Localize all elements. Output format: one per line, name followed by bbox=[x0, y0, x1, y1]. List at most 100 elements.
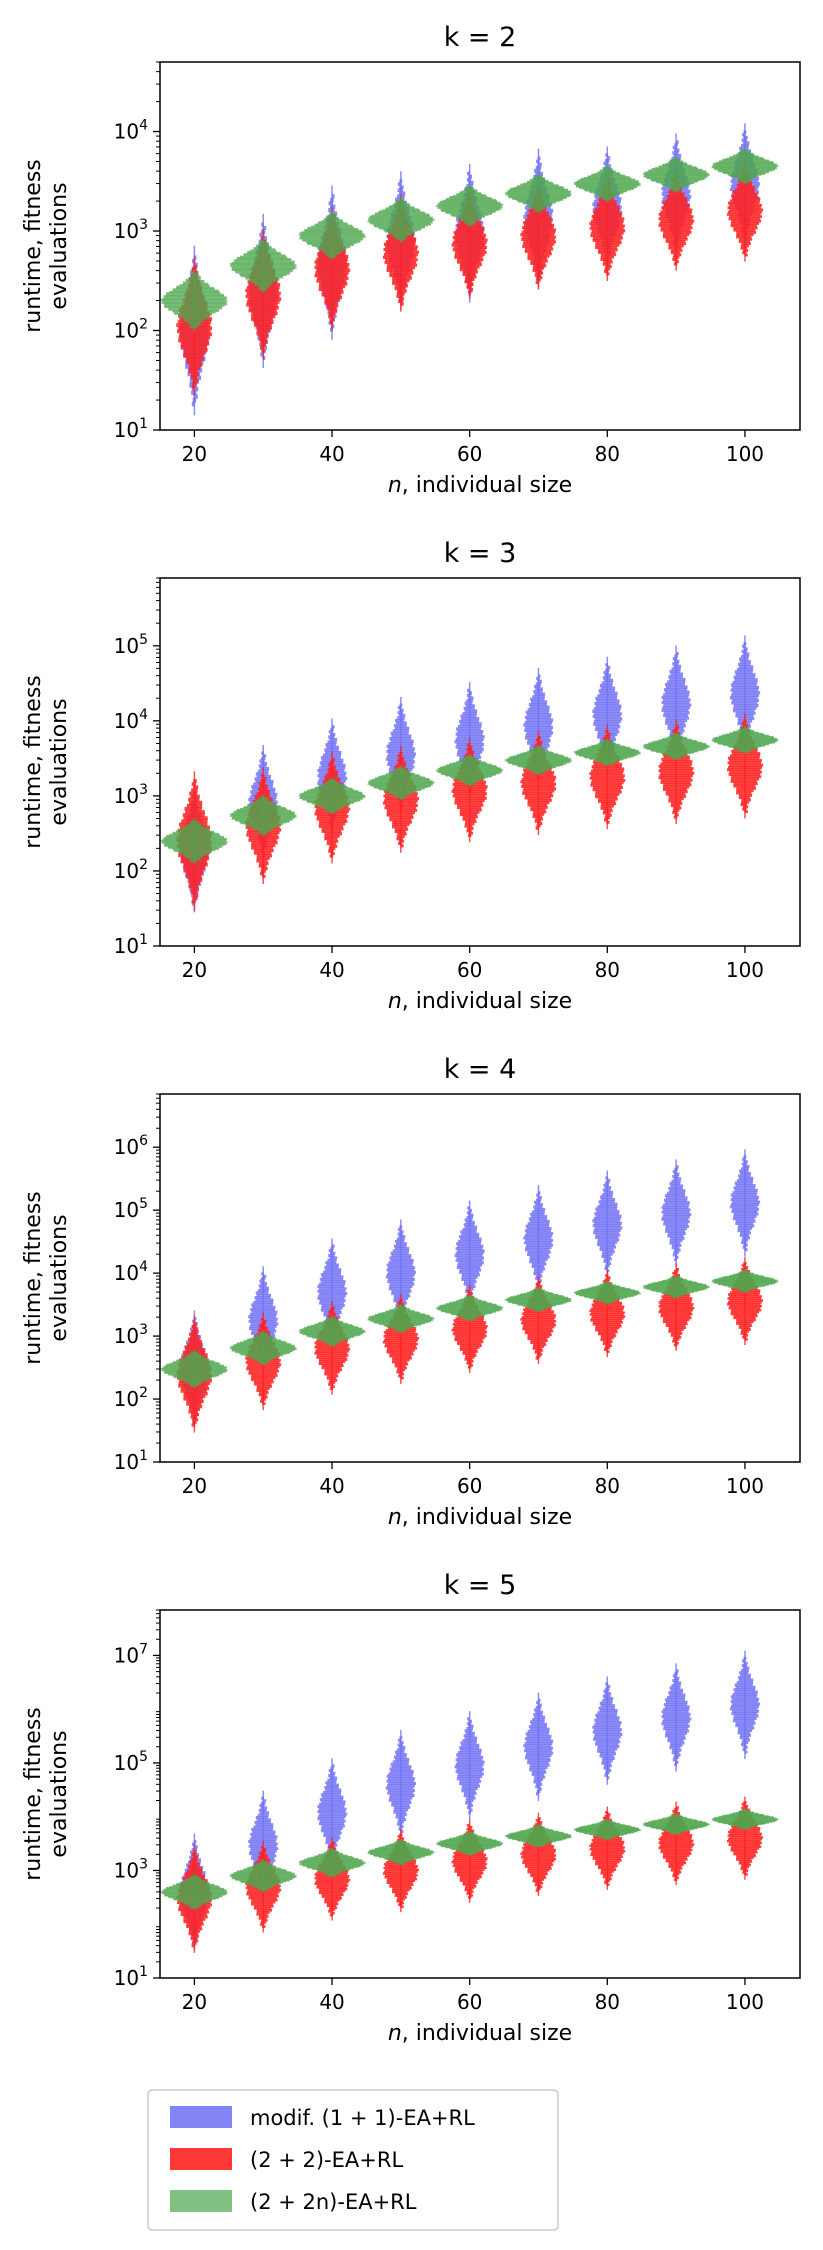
series-22n-ea bbox=[160, 147, 779, 332]
violin-mark bbox=[504, 173, 572, 214]
legend: modif. (1 + 1)-EA+RL (2 + 2)-EA+RL (2 + … bbox=[147, 2089, 559, 2231]
legend-label-22: (2 + 2)-EA+RL bbox=[250, 2148, 403, 2172]
plot-area bbox=[160, 1149, 779, 1433]
violin-mark bbox=[160, 817, 228, 865]
x-axis-label: n, individual size bbox=[388, 2021, 572, 2046]
x-tick-label: 40 bbox=[319, 1474, 344, 1498]
violin-mark bbox=[711, 725, 779, 754]
panel-k4: 20 40 60 80 100 101 102 103 104 105 106 k = 4 n, ind… bbox=[21, 1054, 801, 1530]
violin-mark bbox=[726, 159, 764, 262]
panel-title: k = 4 bbox=[444, 1054, 517, 1085]
x-axis-label: n, individual size bbox=[388, 473, 572, 498]
legend-label-modif: modif. (1 + 1)-EA+RL bbox=[250, 2106, 475, 2130]
violin-mark bbox=[298, 777, 366, 815]
violin-mark bbox=[229, 237, 297, 294]
series-22n-ea bbox=[160, 1269, 779, 1389]
violin-mark bbox=[711, 1808, 779, 1831]
legend-swatch-blue bbox=[170, 2106, 232, 2128]
y-tick-label: 104 bbox=[114, 707, 148, 733]
panel-k5: 20 40 60 80 100 101 103 105 107 k = 5 n, individua… bbox=[21, 1570, 801, 2046]
x-tick-label: 60 bbox=[457, 958, 482, 982]
violin-mark bbox=[523, 1692, 554, 1801]
violin-mark bbox=[454, 1711, 485, 1820]
x-tick-label: 20 bbox=[182, 1990, 207, 2014]
violin-mark bbox=[298, 210, 366, 261]
panel-title: k = 5 bbox=[444, 1570, 517, 1601]
y-tick-label: 103 bbox=[114, 1856, 148, 1882]
y-tick-label: 105 bbox=[114, 632, 148, 658]
violin-mark bbox=[317, 1758, 348, 1867]
violin-mark bbox=[298, 1315, 366, 1347]
violin-mark bbox=[504, 1286, 572, 1313]
y-tick-label: 103 bbox=[114, 217, 148, 243]
violin-mark bbox=[454, 1200, 485, 1308]
x-axis-label: n, individual size bbox=[388, 1505, 572, 1530]
panel-k2: 20 40 60 80 100 101 102 103 104 k = 2 n, individua… bbox=[21, 22, 801, 498]
violin-mark bbox=[504, 1824, 572, 1848]
x-tick-label: 60 bbox=[457, 1474, 482, 1498]
x-tick-label: 100 bbox=[726, 958, 764, 982]
y-tick-label: 107 bbox=[114, 1641, 148, 1667]
y-tick-label: 104 bbox=[114, 118, 148, 144]
violin-mark bbox=[229, 1330, 297, 1366]
axes-frame bbox=[159, 1093, 801, 1463]
y-axis-label: runtime, fitnessevaluations bbox=[21, 1707, 72, 1881]
legend-frame bbox=[147, 2089, 559, 2231]
violin-mark bbox=[229, 1859, 297, 1893]
axes-frame bbox=[159, 1609, 801, 1979]
violin-mark bbox=[367, 1838, 435, 1866]
x-tick-label: 80 bbox=[595, 958, 620, 982]
violin-mark bbox=[367, 196, 435, 243]
y-tick-label: 103 bbox=[114, 1322, 148, 1348]
y-tick-label: 101 bbox=[114, 416, 148, 442]
violin-mark bbox=[661, 645, 692, 762]
violin-mark bbox=[573, 1280, 641, 1305]
violin-mark bbox=[642, 732, 710, 761]
violin-mark bbox=[661, 1663, 692, 1772]
violin-mark bbox=[314, 1301, 351, 1395]
plot-area bbox=[160, 1650, 779, 1953]
violin-mark bbox=[729, 1650, 761, 1760]
violin-mark bbox=[729, 635, 761, 752]
violin-mark bbox=[711, 147, 779, 185]
x-axis-label: n, individual size bbox=[388, 989, 572, 1014]
violin-mark bbox=[573, 738, 641, 767]
y-tick-label: 102 bbox=[114, 1385, 148, 1411]
panel-title: k = 3 bbox=[444, 538, 517, 569]
violin-mark bbox=[385, 1730, 417, 1839]
y-axis-label: runtime, fitnessevaluations bbox=[21, 159, 72, 333]
series-22n-ea bbox=[160, 1808, 779, 1911]
y-tick-label: 102 bbox=[114, 317, 148, 343]
violin-mark bbox=[298, 1847, 366, 1878]
y-tick-label: 106 bbox=[114, 1133, 148, 1159]
violin-mark bbox=[642, 155, 710, 194]
violin-mark bbox=[661, 1159, 692, 1267]
violin-mark bbox=[642, 1274, 710, 1299]
x-tick-label: 40 bbox=[319, 442, 344, 466]
violin-mark bbox=[642, 1813, 710, 1835]
x-tick-label: 20 bbox=[182, 442, 207, 466]
violin-mark bbox=[435, 184, 504, 228]
violin-mark bbox=[573, 1818, 641, 1841]
y-tick-label: 102 bbox=[114, 857, 148, 883]
violin-mark bbox=[435, 1294, 504, 1322]
violin-mark bbox=[729, 1149, 761, 1257]
violin-mark bbox=[229, 794, 297, 837]
axes-frame bbox=[159, 577, 801, 947]
legend-label-22n: (2 + 2n)-EA+RL bbox=[250, 2190, 417, 2214]
y-tick-label: 101 bbox=[114, 1448, 148, 1474]
violin-mark bbox=[504, 744, 572, 776]
chart-panels: 20 40 60 80 100 101 102 103 104 k = 2 n, individua… bbox=[21, 22, 801, 2046]
violin-mark bbox=[573, 165, 641, 203]
series-modif-ea bbox=[179, 1149, 761, 1428]
violin-mark bbox=[435, 1830, 504, 1856]
legend-swatch-red bbox=[170, 2148, 232, 2170]
violin-mark bbox=[160, 1349, 228, 1389]
panel-title: k = 2 bbox=[444, 22, 517, 53]
x-tick-label: 80 bbox=[595, 442, 620, 466]
violin-mark bbox=[367, 765, 435, 801]
x-tick-label: 100 bbox=[726, 1474, 764, 1498]
x-tick-label: 100 bbox=[726, 442, 764, 466]
x-tick-label: 20 bbox=[182, 1474, 207, 1498]
y-axis-label: runtime, fitnessevaluations bbox=[21, 1191, 72, 1365]
